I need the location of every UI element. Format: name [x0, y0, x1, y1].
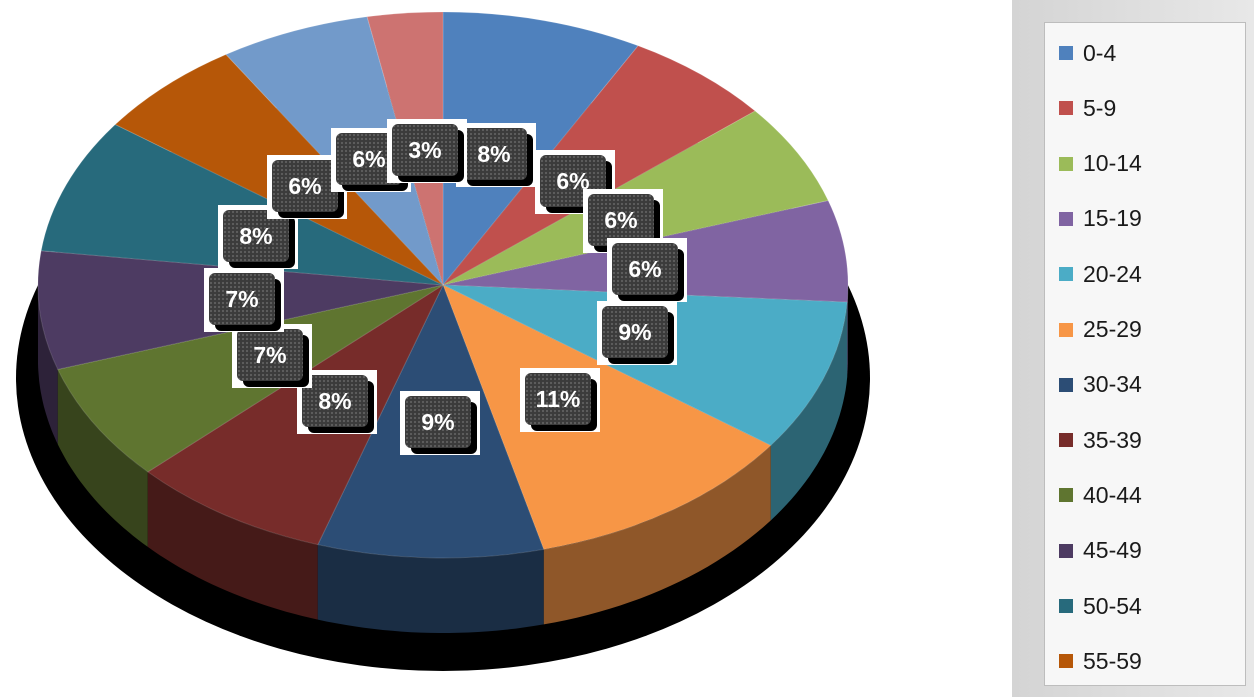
- legend-item-15-19: 15-19: [1059, 204, 1142, 234]
- data-label-25-29: 11%: [520, 368, 600, 432]
- data-label-30-34: 9%: [400, 391, 480, 455]
- data-label-45-49: 7%: [204, 268, 284, 332]
- legend-label: 45-49: [1083, 537, 1142, 564]
- legend-swatch: [1059, 211, 1073, 226]
- data-label-text: 9%: [405, 396, 471, 448]
- data-label-text: 7%: [209, 273, 275, 325]
- legend-item-35-39: 35-39: [1059, 425, 1142, 455]
- pie-side-30-34: [317, 544, 544, 633]
- pie-chart: 8% 6% 6% 6% 9% 11% 9% 8% 7% 7% 8% 6% 6% 3%: [16, 11, 870, 671]
- pie-slice-0-4: [442, 11, 639, 287]
- legend-panel: 0-4 5-9 10-14 15-19 20-24 25-29 30-34 35-39 40-4…: [1012, 0, 1254, 697]
- pie-side-40-44: [57, 369, 148, 547]
- legend-item-5-9: 5-9: [1059, 93, 1116, 123]
- legend-item-50-54: 50-54: [1059, 591, 1142, 621]
- data-label-text: 7%: [237, 329, 303, 381]
- legend-swatch: [1059, 377, 1073, 392]
- legend: 0-4 5-9 10-14 15-19 20-24 25-29 30-34 35-39 40-4…: [1044, 22, 1246, 686]
- legend-swatch: [1059, 322, 1073, 337]
- data-label-text: 6%: [272, 160, 338, 212]
- legend-label: 5-9: [1083, 94, 1117, 121]
- legend-swatch: [1059, 543, 1073, 558]
- legend-label: 0-4: [1083, 39, 1117, 66]
- pie-chart-svg: [16, 11, 870, 671]
- data-label-50-54: 8%: [218, 205, 298, 269]
- legend-label: 10-14: [1083, 150, 1142, 177]
- pie-side-25-29: [543, 445, 771, 625]
- legend-item-0-4: 0-4: [1059, 38, 1116, 68]
- legend-swatch: [1059, 654, 1073, 669]
- legend-swatch: [1059, 46, 1073, 60]
- data-label-text: 6%: [588, 194, 654, 246]
- legend-item-55-59: 55-59: [1059, 646, 1142, 676]
- data-label-10-14: 6%: [583, 189, 663, 253]
- data-label-35-39: 8%: [297, 370, 377, 434]
- legend-swatch: [1059, 488, 1073, 503]
- data-label-65+: 3%: [387, 119, 467, 183]
- data-label-20-24: 9%: [597, 301, 677, 365]
- data-label-text: 8%: [223, 210, 289, 262]
- data-label-40-44: 7%: [232, 324, 312, 388]
- legend-swatch: [1059, 267, 1073, 282]
- legend-label: 35-39: [1083, 426, 1142, 453]
- pie-slice-35-39: [146, 283, 445, 546]
- pie-side-15-19: [847, 285, 848, 378]
- legend-swatch: [1059, 599, 1073, 613]
- pie-slice-50-54: [40, 123, 444, 286]
- legend-swatch: [1059, 101, 1073, 116]
- pie-side-45-49: [38, 285, 58, 445]
- pie-slice-20-24: [442, 284, 848, 447]
- legend-label: 30-34: [1083, 371, 1142, 398]
- data-label-text: 8%: [302, 375, 368, 427]
- legend-label: 20-24: [1083, 260, 1142, 287]
- legend-swatch: [1059, 156, 1073, 171]
- pie-side-35-39: [147, 471, 318, 620]
- data-label-text: 9%: [602, 306, 668, 358]
- legend-label: 15-19: [1083, 205, 1142, 232]
- legend-item-45-49: 45-49: [1059, 536, 1142, 566]
- legend-swatch: [1059, 433, 1073, 448]
- data-label-0-4: 8%: [456, 123, 536, 187]
- legend-item-30-34: 30-34: [1059, 370, 1142, 400]
- legend-item-10-14: 10-14: [1059, 149, 1142, 179]
- data-label-text: 6%: [612, 243, 678, 295]
- data-label-text: 11%: [525, 373, 591, 425]
- legend-label: 25-29: [1083, 316, 1142, 342]
- data-label-text: 8%: [461, 128, 527, 180]
- legend-label: 50-54: [1083, 592, 1142, 619]
- legend-label: 55-59: [1083, 647, 1142, 674]
- legend-label: 40-44: [1083, 481, 1142, 508]
- pie-slice-25-29: [442, 283, 772, 550]
- legend-item-40-44: 40-44: [1059, 480, 1142, 510]
- legend-item-25-29: 25-29: [1059, 315, 1142, 345]
- legend-item-20-24: 20-24: [1059, 259, 1142, 289]
- data-label-text: 3%: [392, 124, 458, 176]
- pie-side-20-24: [770, 302, 848, 521]
- data-label-15-19: 6%: [607, 238, 687, 302]
